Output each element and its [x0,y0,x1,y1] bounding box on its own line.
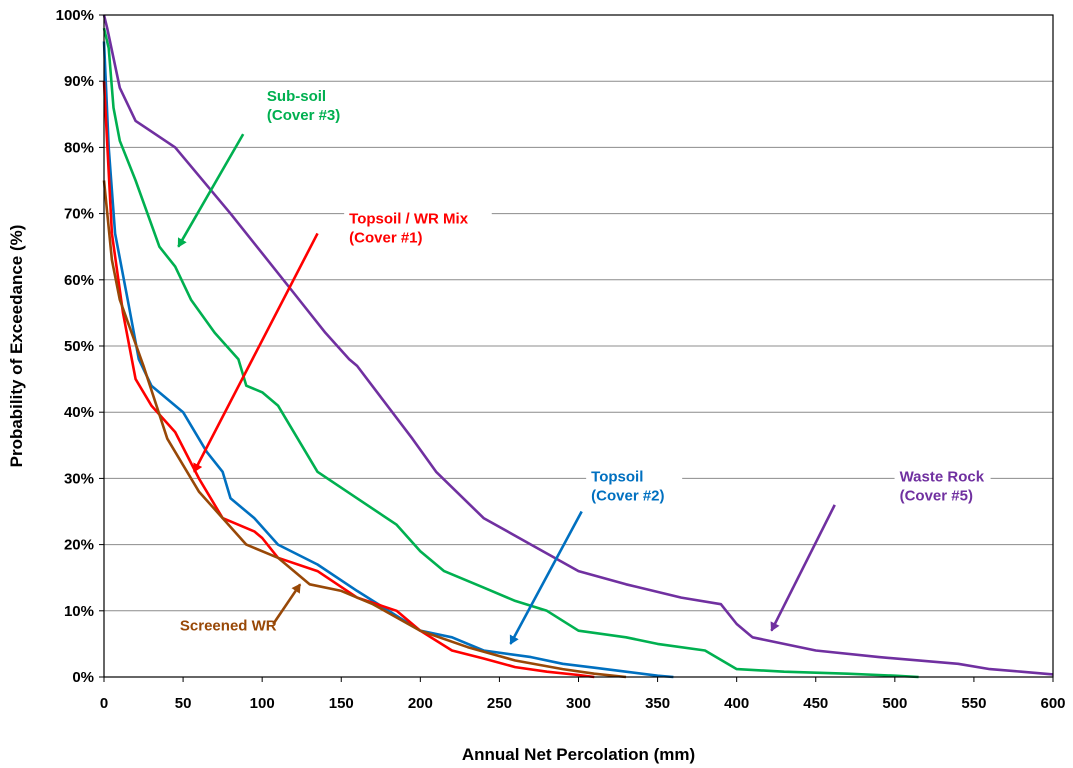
annotation-arrow [770,504,836,632]
x-tick-label: 250 [487,695,512,712]
annotation-line: Topsoil [591,469,643,486]
y-tick-label: 40% [64,404,94,421]
x-tick-label: 200 [408,695,433,712]
series-line [102,14,1054,676]
annotations: Sub-soil (Cover #3) Topsoil / WR Mix (Cover… [174,86,991,645]
x-tick-label: 400 [724,695,749,712]
x-tick-label: 0 [100,695,108,712]
series-line [102,180,627,679]
grid [104,80,1053,612]
x-tick-label: 350 [645,695,670,712]
x-tick-label: 300 [566,695,591,712]
x-tick-label: 100 [250,695,275,712]
annotation-label: Sub-soil (Cover #3) [267,88,340,124]
y-tick-label: 80% [64,139,94,156]
x-tick-label: 550 [961,695,986,712]
annotation-background [344,208,492,251]
series-line [102,81,595,679]
annotation-arrow [193,232,319,473]
annotation-background [586,466,683,509]
annotation-line: (Cover #5) [900,488,973,505]
y-tick-label: 90% [64,73,94,90]
y-tick-label: 30% [64,470,94,487]
series-line [102,27,919,679]
axis-ticks: 0% 10% 20% 30% 40% 50% 60% 70% 80% 90% 100% 0 50 100 1… [56,7,1066,712]
y-tick-label: 10% [64,603,94,620]
series-line [102,41,674,679]
annotation-line: Sub-soil [267,88,326,105]
x-tick-label: 150 [329,695,354,712]
annotation-background [174,615,280,639]
annotation-arrow [509,510,583,645]
x-axis-title: Annual Net Percolation (mm) [462,745,695,764]
x-tick-label: 450 [803,695,828,712]
annotation-background [261,86,358,129]
annotation-line: Waste Rock [900,469,985,486]
annotation-label: Waste Rock (Cover #5) [900,469,985,505]
annotation-background [894,466,991,509]
annotation-line: (Cover #2) [591,488,664,505]
x-tick-label: 50 [175,695,192,712]
y-tick-label: 60% [64,272,94,289]
x-tick-label: 500 [882,695,907,712]
annotation-arrow [177,133,245,248]
annotation-line: (Cover #1) [349,230,422,247]
y-tick-label: 20% [64,537,94,554]
y-tick-label: 50% [64,338,94,355]
annotation-label: Screened WR [180,618,277,635]
annotation-line: Screened WR [180,618,277,635]
annotation-label: Topsoil / WR Mix (Cover #1) [349,211,469,247]
annotation-label: Topsoil (Cover #2) [591,469,664,505]
y-tick-label: 100% [56,7,94,24]
annotation-line: (Cover #3) [267,107,340,124]
annotation-line: Topsoil / WR Mix [349,211,469,228]
y-tick-label: 0% [72,669,94,686]
annotation-arrow [272,583,302,625]
y-axis-title: Probability of Exceedance (%) [7,225,26,468]
y-tick-label: 70% [64,206,94,223]
series-lines [102,14,1054,679]
x-tick-label: 600 [1040,695,1065,712]
